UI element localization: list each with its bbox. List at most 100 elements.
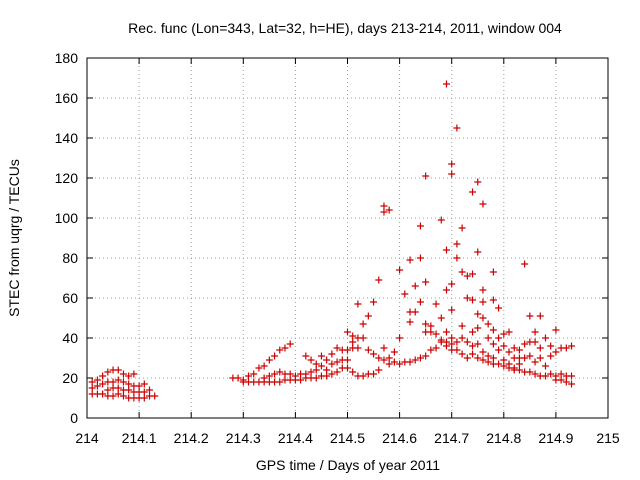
data-point xyxy=(140,394,148,402)
data-point xyxy=(370,350,378,358)
data-point xyxy=(479,298,487,306)
data-point xyxy=(489,296,497,304)
data-point xyxy=(151,392,159,400)
data-point xyxy=(99,372,107,380)
data-point xyxy=(349,368,357,376)
y-tick-label: 120 xyxy=(55,170,79,186)
data-point xyxy=(453,124,461,132)
data-point xyxy=(489,354,497,362)
data-point xyxy=(432,344,440,352)
data-point xyxy=(479,200,487,208)
data-point xyxy=(312,366,320,374)
data-point xyxy=(349,332,357,340)
data-point xyxy=(135,382,143,390)
data-point xyxy=(432,330,440,338)
data-point xyxy=(234,374,242,382)
data-point xyxy=(489,340,497,348)
x-tick-label: 214.4 xyxy=(278,430,313,446)
data-point xyxy=(562,378,570,386)
data-point xyxy=(495,360,503,368)
data-point xyxy=(484,358,492,366)
data-point xyxy=(385,354,393,362)
data-point xyxy=(442,328,450,336)
data-point xyxy=(119,378,127,386)
y-tick-label: 100 xyxy=(55,210,79,226)
data-point xyxy=(474,354,482,362)
data-point xyxy=(307,356,315,364)
data-point xyxy=(390,348,398,356)
data-point xyxy=(453,338,461,346)
data-point xyxy=(568,342,576,350)
data-point xyxy=(333,358,341,366)
data-point xyxy=(323,372,331,380)
data-point xyxy=(344,356,351,364)
data-point xyxy=(458,268,466,276)
x-tick-label: 214.7 xyxy=(434,430,469,446)
y-tick-label: 60 xyxy=(62,290,78,306)
x-tick-label: 214.3 xyxy=(226,430,261,446)
data-point xyxy=(109,392,117,400)
data-point xyxy=(114,390,122,398)
data-point xyxy=(458,322,466,330)
data-point xyxy=(114,366,122,374)
data-point xyxy=(521,354,529,362)
data-point xyxy=(442,80,450,88)
data-point xyxy=(505,328,513,336)
data-point xyxy=(344,364,351,372)
data-point xyxy=(286,370,294,378)
data-point xyxy=(557,376,565,384)
data-point xyxy=(328,360,336,368)
data-point xyxy=(521,340,529,348)
data-point xyxy=(140,380,148,388)
data-point xyxy=(286,340,294,348)
data-point xyxy=(317,362,325,370)
data-point xyxy=(510,344,518,352)
data-point xyxy=(432,300,440,308)
data-point xyxy=(479,356,487,364)
data-point xyxy=(469,328,477,336)
data-point xyxy=(396,360,404,368)
data-point xyxy=(458,224,466,232)
data-point xyxy=(93,376,101,384)
data-point xyxy=(380,344,388,352)
data-point xyxy=(328,350,336,358)
data-point xyxy=(474,324,482,332)
data-point xyxy=(515,360,523,368)
y-tick-label: 160 xyxy=(55,90,79,106)
data-point xyxy=(416,354,424,362)
data-point xyxy=(396,266,404,274)
x-tick-label: 214.9 xyxy=(538,430,573,446)
data-point xyxy=(297,376,305,384)
data-point xyxy=(375,276,383,284)
data-point xyxy=(531,338,539,346)
data-point xyxy=(250,370,258,378)
data-point xyxy=(406,318,414,326)
data-point xyxy=(515,346,523,354)
data-point xyxy=(422,320,430,328)
y-tick-label: 20 xyxy=(62,370,78,386)
data-point xyxy=(541,334,549,342)
data-point xyxy=(500,362,508,370)
data-point xyxy=(469,296,477,304)
data-point xyxy=(245,372,253,380)
data-point xyxy=(469,188,477,196)
data-point xyxy=(125,386,133,394)
data-point xyxy=(448,170,456,178)
data-point xyxy=(370,298,378,306)
data-point xyxy=(474,178,482,186)
data-point xyxy=(479,314,487,322)
data-point xyxy=(344,346,351,354)
data-point xyxy=(479,286,487,294)
data-point xyxy=(474,340,482,348)
data-point xyxy=(271,370,279,378)
data-point xyxy=(411,282,419,290)
data-point xyxy=(500,356,508,364)
data-point xyxy=(474,248,482,256)
data-point xyxy=(276,346,284,354)
data-point xyxy=(380,356,388,364)
data-point xyxy=(385,360,393,368)
points-layer xyxy=(88,80,576,402)
data-point xyxy=(349,338,357,346)
data-point xyxy=(541,362,549,370)
data-point xyxy=(469,342,477,350)
